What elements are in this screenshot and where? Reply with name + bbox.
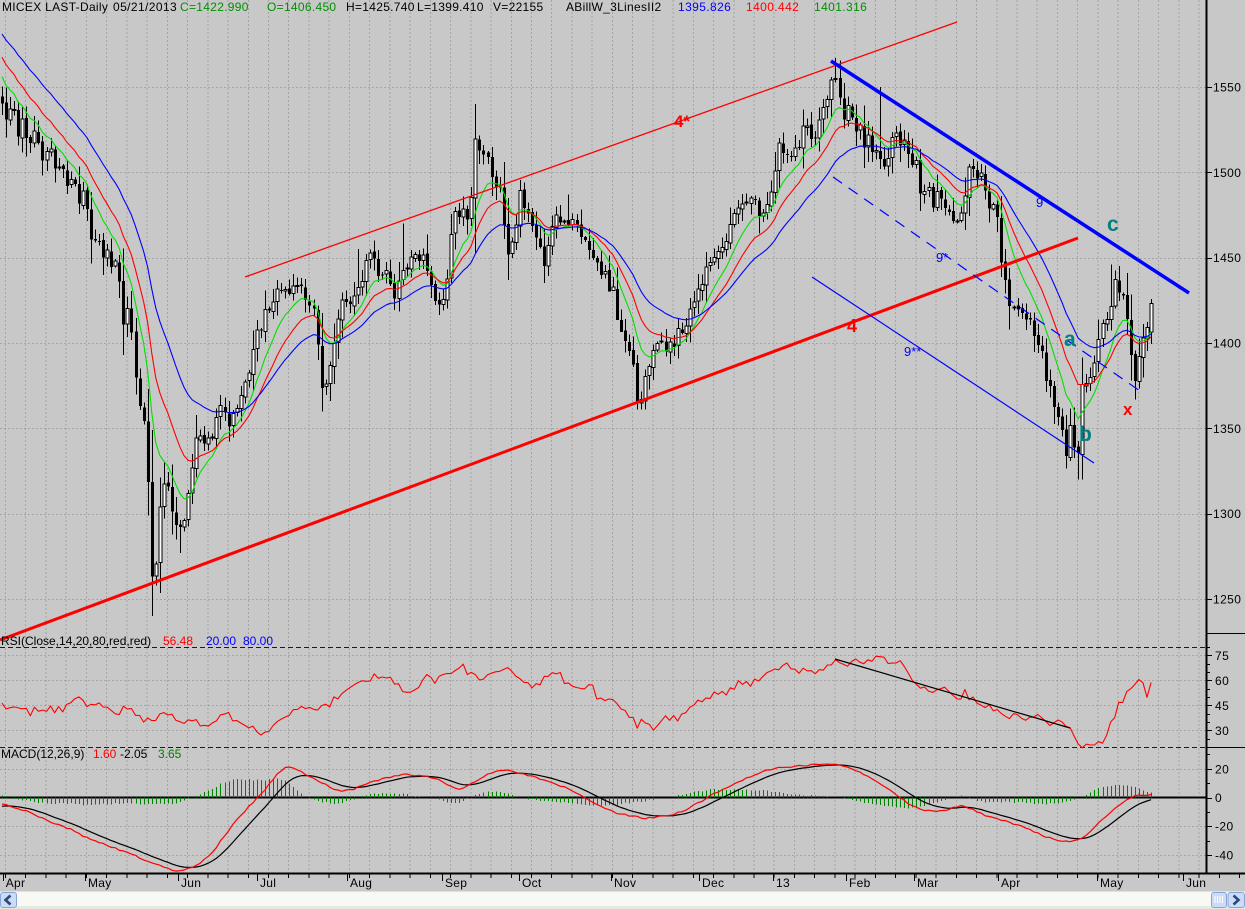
svg-text:1400: 1400 <box>1213 336 1241 350</box>
svg-text:9*: 9* <box>936 250 948 265</box>
svg-text:1401.316: 1401.316 <box>814 0 867 14</box>
svg-text:Mar: Mar <box>917 876 939 890</box>
svg-text:1550: 1550 <box>1213 81 1241 95</box>
svg-text:Feb: Feb <box>849 876 871 890</box>
svg-text:56.48: 56.48 <box>163 634 193 648</box>
svg-text:x: x <box>1123 400 1133 419</box>
svg-text:1450: 1450 <box>1213 251 1241 265</box>
svg-text:May: May <box>1100 876 1124 890</box>
svg-text:Oct: Oct <box>522 876 542 890</box>
svg-text:75: 75 <box>1215 649 1229 663</box>
svg-text:20.00: 20.00 <box>206 634 236 648</box>
svg-text:c: c <box>1107 213 1119 236</box>
svg-text:60: 60 <box>1215 674 1229 688</box>
svg-text:-20: -20 <box>1215 820 1234 834</box>
svg-text:V=22155: V=22155 <box>493 0 544 14</box>
svg-text:Jun: Jun <box>181 876 201 890</box>
svg-text:05/21/2013: 05/21/2013 <box>113 0 177 14</box>
svg-text:9**: 9** <box>904 344 921 359</box>
svg-text:1300: 1300 <box>1213 507 1241 521</box>
svg-text:C=1422.990: C=1422.990 <box>180 0 249 14</box>
svg-text:1.60: 1.60 <box>93 747 117 761</box>
svg-text:H=1425.740: H=1425.740 <box>346 0 415 14</box>
svg-text:1250: 1250 <box>1213 592 1241 606</box>
svg-text:Apr: Apr <box>6 876 26 890</box>
svg-text:4: 4 <box>847 316 857 336</box>
svg-text:MACD(12,26,9): MACD(12,26,9) <box>1 747 84 761</box>
svg-text:b: b <box>1079 423 1092 446</box>
svg-text:-2.05: -2.05 <box>120 747 148 761</box>
svg-text:Aug: Aug <box>350 876 372 890</box>
svg-text:Jul: Jul <box>260 876 276 890</box>
svg-text:Apr: Apr <box>1001 876 1021 890</box>
svg-text:3.65: 3.65 <box>158 747 182 761</box>
svg-text:RSI(Close,14,20,80,red,red): RSI(Close,14,20,80,red,red) <box>1 634 151 648</box>
svg-text:MICEX LAST-Daily: MICEX LAST-Daily <box>2 0 108 14</box>
svg-text:-40: -40 <box>1215 848 1234 862</box>
svg-text:Sep: Sep <box>445 876 467 890</box>
svg-text:1500: 1500 <box>1213 166 1241 180</box>
svg-text:9: 9 <box>1036 195 1043 210</box>
svg-text:Nov: Nov <box>614 876 636 890</box>
svg-text:4*: 4* <box>674 112 690 131</box>
svg-text:1395.826: 1395.826 <box>678 0 731 14</box>
svg-text:13: 13 <box>776 876 790 890</box>
svg-text:Jun: Jun <box>1186 876 1206 890</box>
svg-text:May: May <box>88 876 112 890</box>
svg-text:L=1399.410: L=1399.410 <box>417 0 484 14</box>
svg-text:45: 45 <box>1215 699 1229 713</box>
svg-text:ABillW_3LinesII2: ABillW_3LinesII2 <box>566 0 662 14</box>
svg-text:Dec: Dec <box>702 876 724 890</box>
svg-text:80.00: 80.00 <box>243 634 273 648</box>
svg-text:O=1406.450: O=1406.450 <box>267 0 336 14</box>
svg-text:a: a <box>1064 328 1076 351</box>
svg-text:1400.442: 1400.442 <box>746 0 799 14</box>
svg-text:30: 30 <box>1215 724 1229 738</box>
svg-text:20: 20 <box>1215 762 1229 776</box>
svg-text:1350: 1350 <box>1213 422 1241 436</box>
svg-text:0: 0 <box>1215 791 1222 805</box>
